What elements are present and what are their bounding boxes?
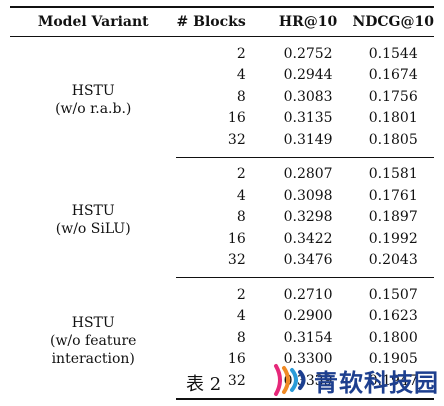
blocks-cell: 2 [236, 166, 246, 183]
table-row: HSTU (w/o SiLU) 2 0.2807 0.1581 [10, 157, 434, 237]
logo-arc-4 [298, 370, 306, 390]
blocks-cell: 8 [236, 209, 246, 226]
hr-cell: 0.3422 [283, 230, 333, 247]
blocks-cell: 32 [176, 249, 264, 278]
watermark: 青软科技园 [270, 360, 439, 400]
blocks-cell: 2 [236, 286, 246, 303]
table-row: 8 0.3298 0.1897 [10, 207, 434, 229]
blocks-cell: 32 [176, 370, 264, 400]
ndcg-cell: 0.1905 [368, 351, 418, 368]
table-row: 32 0.3476 0.2043 [10, 249, 434, 278]
hr-cell: 0.2944 [283, 67, 333, 84]
ndcg-cell: 0.1897 [368, 209, 418, 226]
header-ndcg10: NDCG@10 [352, 6, 434, 37]
model-name: HSTU [71, 83, 115, 99]
blocks-cell: 16 [227, 230, 246, 247]
logo-arc-2 [282, 366, 290, 394]
table-row: 32 0.3339 0.1947 [10, 370, 434, 400]
blocks-cell: 8 [236, 329, 246, 346]
hr-cell: 0.3149 [263, 129, 353, 158]
blocks-cell: 2 [236, 45, 246, 62]
blocks-cell: 16 [227, 110, 246, 127]
table-caption: 表 2 [186, 374, 222, 395]
ndcg-cell: 0.1992 [368, 230, 418, 247]
table-row: 4 0.2944 0.1674 [10, 65, 434, 87]
hr-cell: 0.2710 [283, 286, 333, 303]
header-blocks: # Blocks [176, 6, 264, 37]
table-row: HSTU (w/o r.a.b.) 2 0.2752 0.1544 [10, 37, 434, 117]
header-model-variant: Model Variant [10, 6, 177, 37]
watermark-text: 青软科技园 [314, 368, 439, 397]
hr-cell: 0.3300 [283, 351, 333, 368]
group-wo-feature-interaction: HSTU (w/o feature interaction) 2 0.2710 … [10, 278, 434, 400]
blocks-cell: 4 [236, 187, 246, 204]
model-variant-cell: HSTU (w/o r.a.b.) [10, 37, 176, 158]
blocks-cell: 4 [236, 67, 246, 84]
ndcg-cell: 0.1947 [352, 370, 434, 400]
blocks-cell: 16 [227, 351, 246, 368]
table-row: 16 0.3135 0.1801 [10, 108, 434, 130]
results-table: Model Variant # Blocks HR@10 NDCG@10 HST… [10, 6, 434, 400]
table-row: 16 0.3422 0.1992 [10, 228, 434, 250]
ndcg-cell: 0.1623 [368, 308, 418, 325]
logo-arc-3 [290, 368, 298, 392]
blocks-cell: 8 [236, 88, 246, 105]
model-variant-cell: HSTU (w/o feature interaction) [10, 278, 176, 399]
hr-cell: 0.3298 [283, 209, 333, 226]
table-row: 32 0.3149 0.1805 [10, 129, 434, 158]
hr-cell: 0.3098 [283, 187, 333, 204]
ndcg-cell: 0.1674 [368, 67, 418, 84]
blocks-cell: 4 [236, 308, 246, 325]
ndcg-cell: 0.1544 [368, 45, 418, 62]
ndcg-cell: 0.1756 [368, 88, 418, 105]
hr-cell: 0.3083 [283, 88, 333, 105]
hr-cell: 0.3135 [283, 110, 333, 127]
header-row: Model Variant # Blocks HR@10 NDCG@10 [10, 6, 434, 37]
hr-cell: 0.2900 [283, 308, 333, 325]
ndcg-cell: 0.1805 [352, 129, 434, 158]
ndcg-cell: 0.2043 [352, 249, 434, 278]
group-wo-silu: HSTU (w/o SiLU) 2 0.2807 0.1581 4 0.3098… [10, 157, 434, 278]
table-row: 16 0.3300 0.1905 [10, 349, 434, 371]
logo-arc-1 [274, 364, 282, 396]
model-variant-cell: HSTU (w/o SiLU) [10, 157, 176, 278]
hr-cell: 0.2807 [283, 166, 333, 183]
table-row: 8 0.3154 0.1800 [10, 327, 434, 349]
ndcg-cell: 0.1761 [368, 187, 418, 204]
ndcg-cell: 0.1800 [368, 329, 418, 346]
ndcg-cell: 0.1801 [368, 110, 418, 127]
header-hr10: HR@10 [263, 6, 353, 37]
table-row: HSTU (w/o feature interaction) 2 0.2710 … [10, 278, 434, 367]
watermark-logo-icon [274, 364, 306, 396]
ndcg-cell: 0.1581 [368, 166, 418, 183]
ndcg-cell: 0.1507 [368, 286, 418, 303]
table-row: 8 0.3083 0.1756 [10, 86, 434, 108]
hr-cell: 0.2752 [283, 45, 333, 62]
table-row: 4 0.3098 0.1761 [10, 185, 434, 207]
model-name: HSTU [71, 203, 115, 220]
hr-cell: 0.3154 [283, 329, 333, 346]
model-variant-note: (w/o r.a.b.) [55, 101, 132, 117]
table-row: 4 0.2900 0.1623 [10, 306, 434, 328]
model-variant-note: (w/o feature interaction) [49, 333, 137, 367]
model-variant-note: (w/o SiLU) [55, 221, 131, 238]
model-name: HSTU [71, 315, 115, 331]
hr-cell: 0.3476 [263, 249, 353, 278]
group-wo-rab: HSTU (w/o r.a.b.) 2 0.2752 0.1544 4 0.29… [10, 37, 434, 158]
blocks-cell: 32 [176, 129, 264, 158]
